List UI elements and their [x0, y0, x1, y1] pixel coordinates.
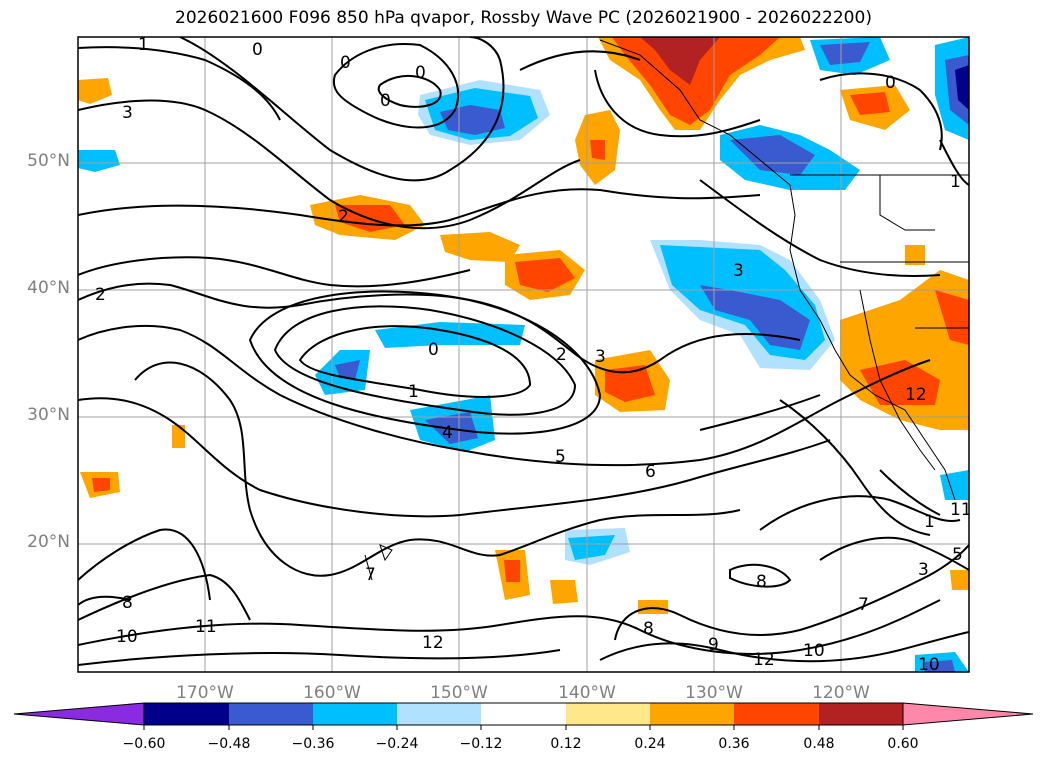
lat-label-40n: 40°N — [27, 278, 70, 298]
contour-label: 0 — [252, 40, 263, 60]
contour-label: 0 — [380, 91, 391, 111]
lon-label-160w: 160°W — [303, 683, 361, 703]
colorbar-tick: −0.48 — [207, 736, 251, 752]
map-frame — [77, 36, 970, 673]
colorbar-segment — [650, 703, 734, 725]
colorbar-tick: 0.12 — [550, 736, 582, 752]
contour-label: 4 — [442, 423, 453, 443]
contour-label: 2 — [338, 207, 349, 227]
contour-label: 11 — [950, 500, 972, 520]
contour-label: 6 — [645, 462, 656, 482]
contour-labels: 1 0 0 0 0 3 2 3 2 0 1 2 3 4 5 6 7 8 8 9 … — [95, 35, 972, 675]
colorbar — [13, 702, 1034, 730]
map-title: 2026021600 F096 850 hPa qvapor, Rossby W… — [175, 8, 872, 28]
colorbar-tick: 0.60 — [887, 736, 919, 752]
anomaly-shading — [78, 37, 969, 672]
lon-label-130w: 130°W — [685, 683, 743, 703]
contour-label: 2 — [95, 285, 106, 305]
colorbar-segment — [819, 703, 903, 725]
contour-label: 8 — [122, 593, 133, 613]
contour-label: 8 — [643, 619, 654, 639]
contour-label: 5 — [555, 447, 566, 467]
lon-label-170w: 170°W — [176, 683, 234, 703]
contour-label: 8 — [756, 572, 767, 592]
map-canvas: 1 0 0 0 0 3 2 3 2 0 1 2 3 4 5 6 7 8 8 9 … — [77, 35, 972, 675]
colorbar-segment — [481, 703, 566, 725]
contour-label: 7 — [858, 595, 869, 615]
contour-label: 1 — [138, 35, 149, 55]
contour-label: 7 — [365, 565, 376, 585]
colorbar-tick: 0.36 — [718, 736, 750, 752]
colorbar-segment — [734, 703, 819, 725]
colorbar-segment — [229, 703, 313, 725]
colorbar-segment — [13, 702, 145, 726]
colorbar-segment — [313, 703, 397, 725]
contour-label: 12 — [422, 633, 444, 653]
lon-label-140w: 140°W — [558, 683, 616, 703]
colorbar-segment — [566, 703, 650, 725]
contour-label: 2 — [556, 345, 567, 365]
contour-label: 3 — [733, 261, 744, 281]
colorbar-tick: −0.36 — [291, 736, 335, 752]
contour-label: 3 — [595, 347, 606, 367]
contour-label: 0 — [428, 340, 439, 360]
contour-label: 0 — [340, 53, 351, 73]
lat-label-50n: 50°N — [27, 151, 70, 171]
contour-label: 1 — [408, 382, 419, 402]
contour-label: 9 — [708, 635, 719, 655]
colorbar-tick: 0.48 — [803, 736, 835, 752]
contour-label: 10 — [918, 655, 940, 675]
contour-label: 0 — [415, 63, 426, 83]
lat-label-30n: 30°N — [27, 405, 70, 425]
colorbar-tick: −0.24 — [375, 736, 419, 752]
contour-label: 12 — [753, 650, 775, 670]
contour-label: 5 — [952, 545, 963, 565]
colorbar-tick: −0.60 — [122, 736, 166, 752]
contour-label: 10 — [116, 627, 138, 647]
colorbar-segment — [144, 703, 229, 725]
colorbar-segment — [397, 703, 481, 725]
contour-label: 12 — [905, 385, 927, 405]
colorbar-segment — [902, 702, 1034, 726]
contour-label: 3 — [918, 560, 929, 580]
lat-label-20n: 20°N — [27, 532, 70, 552]
contour-label: 0 — [885, 73, 896, 93]
contour-label: 11 — [195, 617, 217, 637]
contour-label: 1 — [924, 512, 935, 532]
colorbar-tick: −0.12 — [459, 736, 503, 752]
rossby-wave-contours — [78, 37, 969, 666]
contour-label: 3 — [122, 103, 133, 123]
contour-label: 10 — [803, 641, 825, 661]
coastlines — [364, 39, 969, 581]
lon-label-150w: 150°W — [430, 683, 488, 703]
colorbar-frame — [143, 702, 904, 726]
graticule — [78, 37, 969, 672]
contour-label: 1 — [950, 172, 961, 192]
lon-label-120w: 120°W — [812, 683, 870, 703]
colorbar-tick: 0.24 — [634, 736, 666, 752]
